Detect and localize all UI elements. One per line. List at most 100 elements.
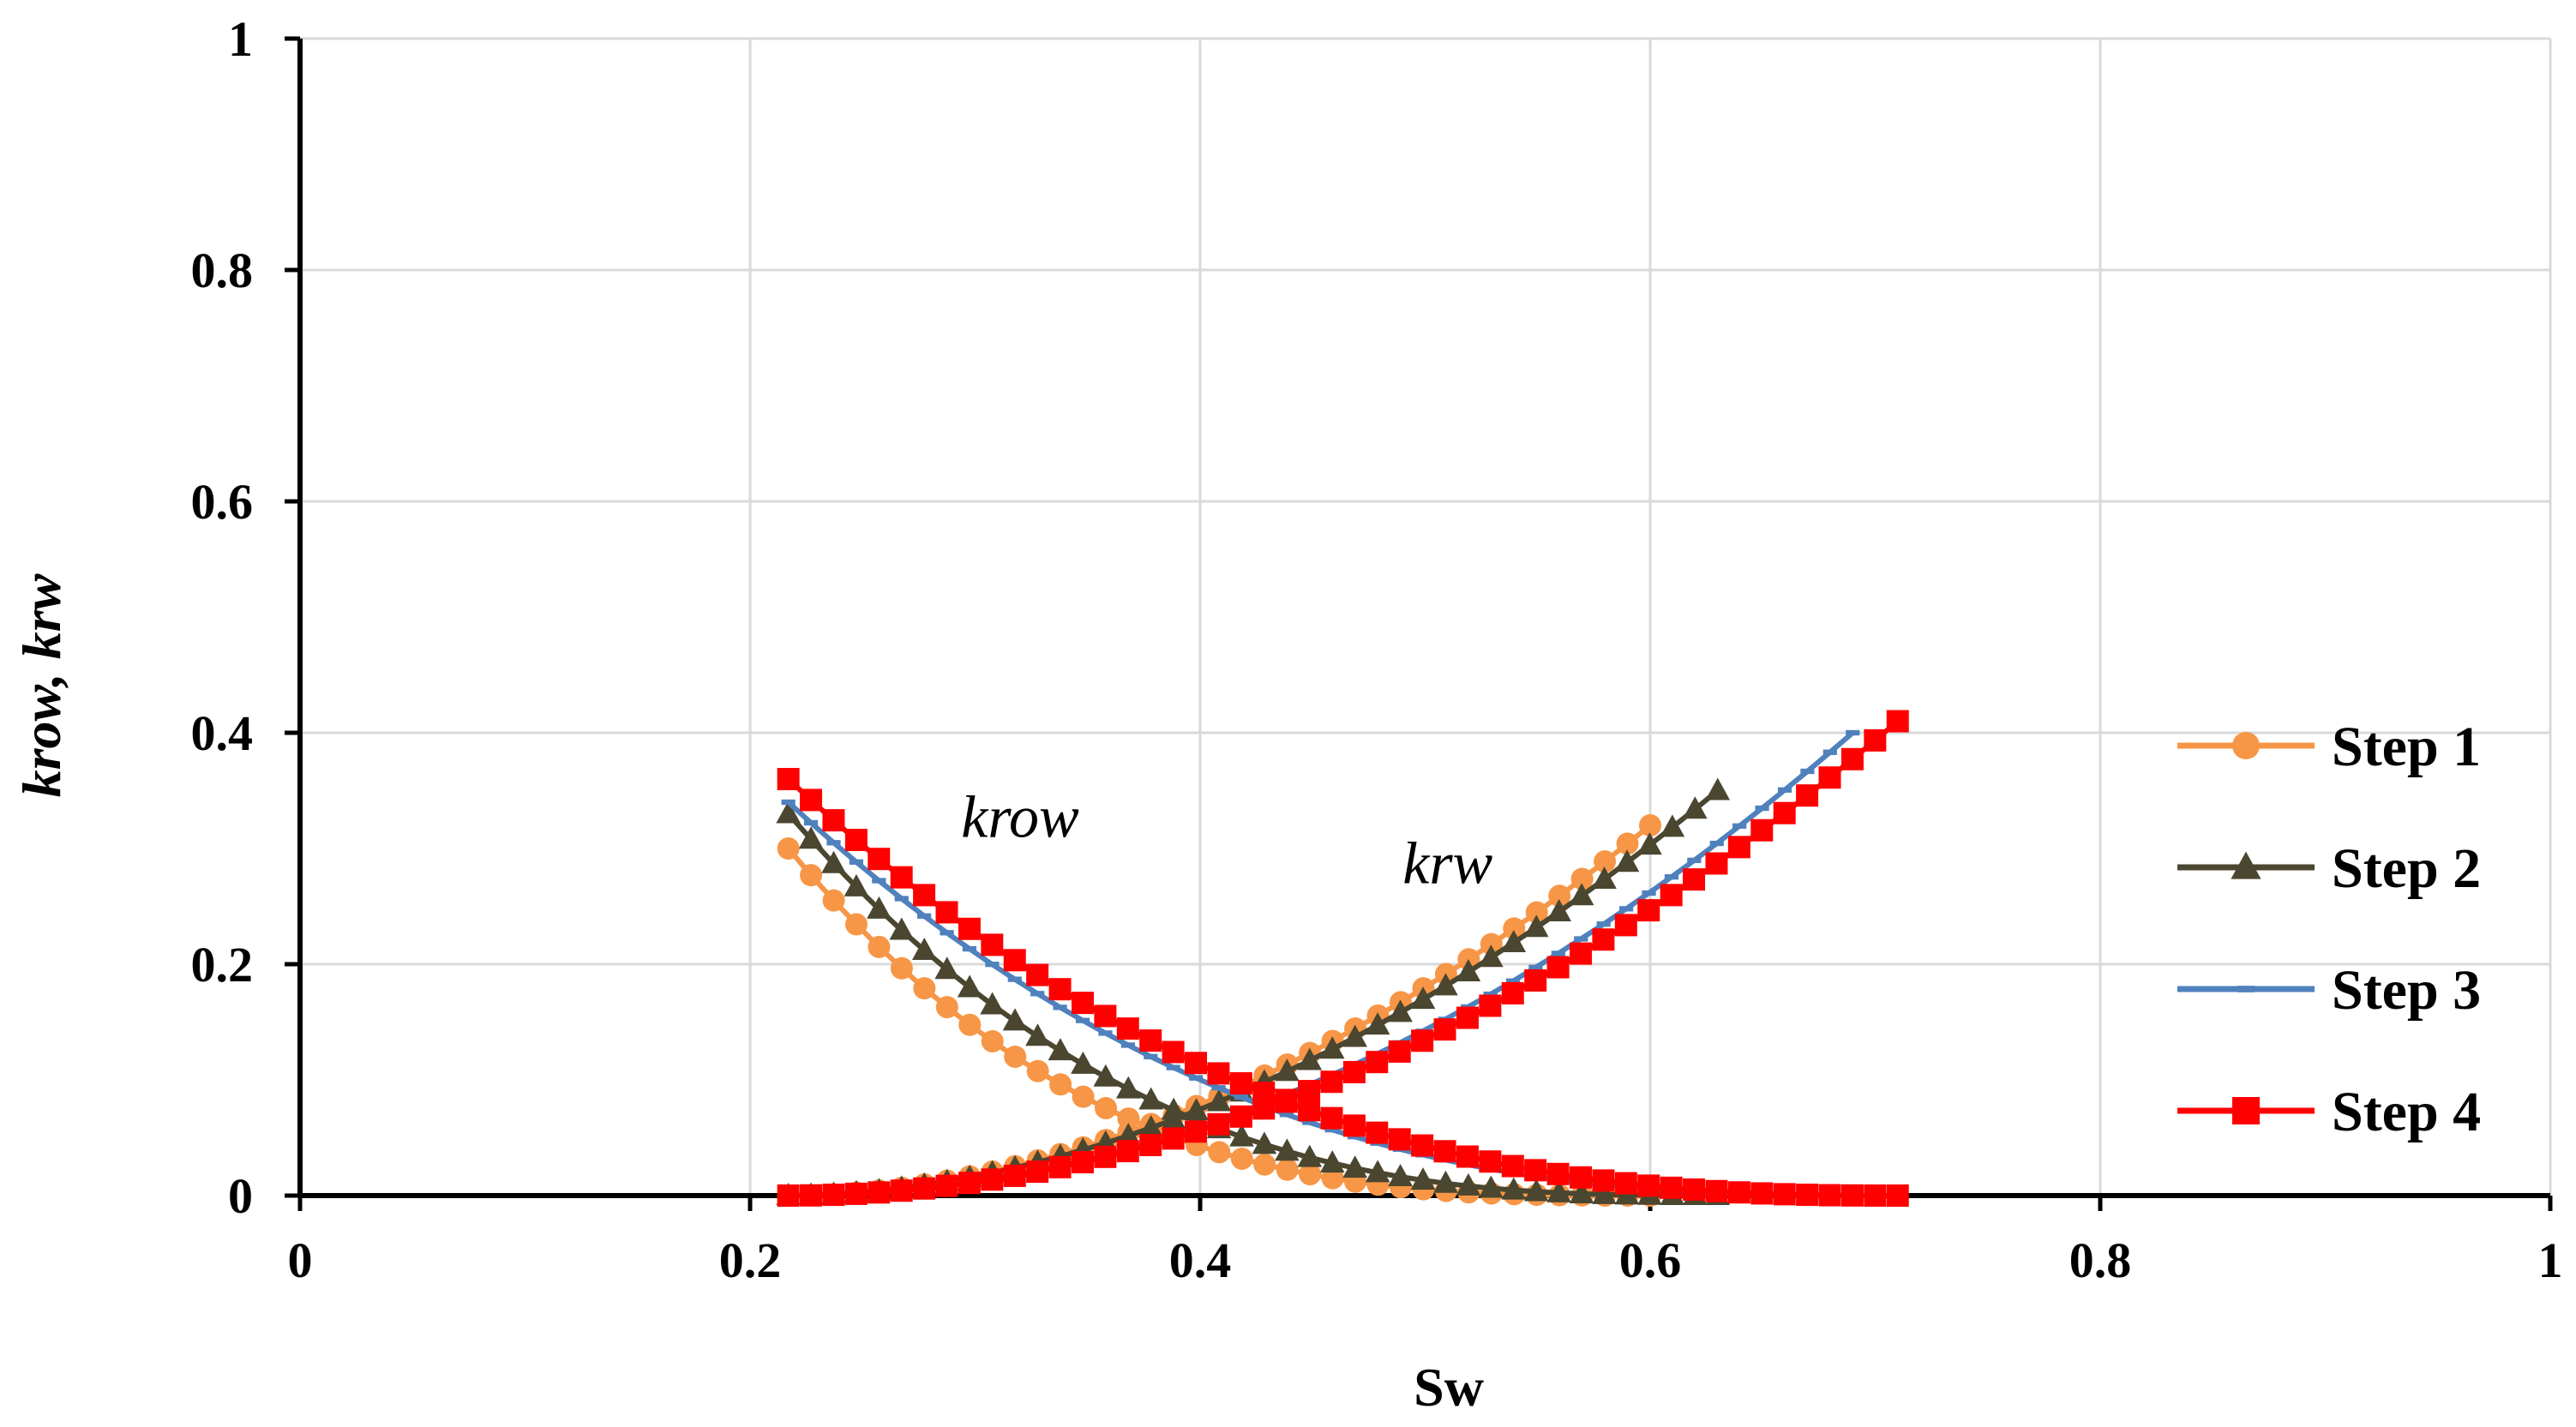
data-point [1098,1030,1113,1036]
data-point [1095,1096,1118,1119]
data-point [1115,1076,1141,1099]
data-point [1138,1087,1163,1110]
data-point [935,1174,958,1197]
data-point [1388,1164,1413,1187]
data-point [1071,992,1094,1015]
data-point [1524,968,1547,992]
data-point [1709,840,1724,847]
data-point [1705,1179,1728,1202]
data-point [844,1182,868,1205]
data-point [1570,867,1594,890]
data-point [1479,994,1502,1017]
y-tick-label: 0.2 [191,937,254,992]
data-point [1818,1184,1841,1207]
data-point [1480,932,1503,956]
data-point [1026,963,1049,986]
data-point [1614,849,1640,872]
data-point [1546,1179,1571,1202]
data-point [1048,1038,1073,1061]
data-point [1252,1097,1276,1120]
data-point [1116,1140,1139,1163]
data-point [1321,1166,1344,1190]
tick-labels: 0 0.2 0.4 0.6 0.8 1 0 0.2 0.4 0.6 0.8 1 [191,11,2563,1288]
data-point [1637,1174,1660,1197]
data-point [1071,1051,1096,1074]
data-point [1234,1094,1249,1100]
data-point [957,974,982,998]
data-point [958,1172,981,1195]
x-tick-label: 0.6 [1619,1232,1682,1288]
legend-item: Step 4 [2177,1081,2481,1143]
data-point [1075,1017,1090,1023]
data-point [2231,851,2261,879]
data-point [1120,1042,1135,1048]
data-point [913,1177,936,1200]
data-point [1501,929,1527,952]
data-point [2237,986,2255,992]
data-point [1773,1183,1796,1206]
data-point [1299,1163,1322,1186]
data-point [1551,950,1565,956]
data-point [1592,1169,1615,1192]
data-point [1846,729,1860,736]
data-point [1660,884,1683,907]
data-point [1053,1004,1067,1010]
data-point [981,1168,1004,1191]
data-point [1755,805,1769,812]
data-point [1750,818,1774,842]
data-point [1818,766,1841,789]
data-point [1229,1124,1254,1147]
data-point [1298,1099,1321,1122]
data-point [934,956,960,980]
data-point [1208,1141,1231,1164]
legend: Step 1 Step 2 Step 3 Step 4 [2177,716,2481,1143]
data-point [1687,857,1702,864]
data-point [1705,777,1731,800]
data-point [1211,1085,1226,1091]
data-point [935,901,958,924]
data-point [2232,1097,2260,1124]
series-step-4 [777,710,1909,1207]
data-point [1569,1180,1594,1203]
data-point [1639,814,1661,836]
data-point [821,850,846,873]
x-tick-label: 0.2 [719,1232,782,1288]
data-point [1732,823,1747,829]
legend-label: Step 2 [2332,837,2481,900]
data-point [1162,1127,1185,1150]
data-point [1319,1150,1345,1173]
data-point [958,917,981,940]
data-point [1864,728,1887,752]
data-point [1161,1106,1186,1130]
data-point [1637,899,1660,922]
data-point [1139,1133,1162,1156]
data-point [1342,1114,1366,1137]
data-point [1048,978,1072,1001]
data-point [1683,1178,1706,1201]
data-point [1320,1070,1343,1094]
data-point [1501,981,1524,1004]
data-point [1456,1172,1481,1196]
data-point [1618,906,1634,912]
data-point [777,768,800,790]
data-point [849,859,863,865]
data-point [1683,796,1708,819]
data-point [985,962,1000,968]
data-point [1116,1017,1139,1040]
data-point [1457,948,1480,971]
x-axis-title: Sw [1414,1357,1484,1418]
data-point [1546,1162,1570,1185]
data-point [1007,976,1022,982]
data-point [1004,1045,1027,1068]
data-point [844,873,869,896]
data-point [1822,749,1837,755]
data-point [800,1184,823,1207]
x-tick-label: 0.8 [2069,1232,2132,1288]
data-point [1184,1098,1209,1121]
data-point [800,788,823,812]
legend-item: Step 1 [2177,716,2481,778]
data-point [1388,999,1413,1022]
data-point [935,996,958,1019]
data-point [1275,1088,1298,1112]
